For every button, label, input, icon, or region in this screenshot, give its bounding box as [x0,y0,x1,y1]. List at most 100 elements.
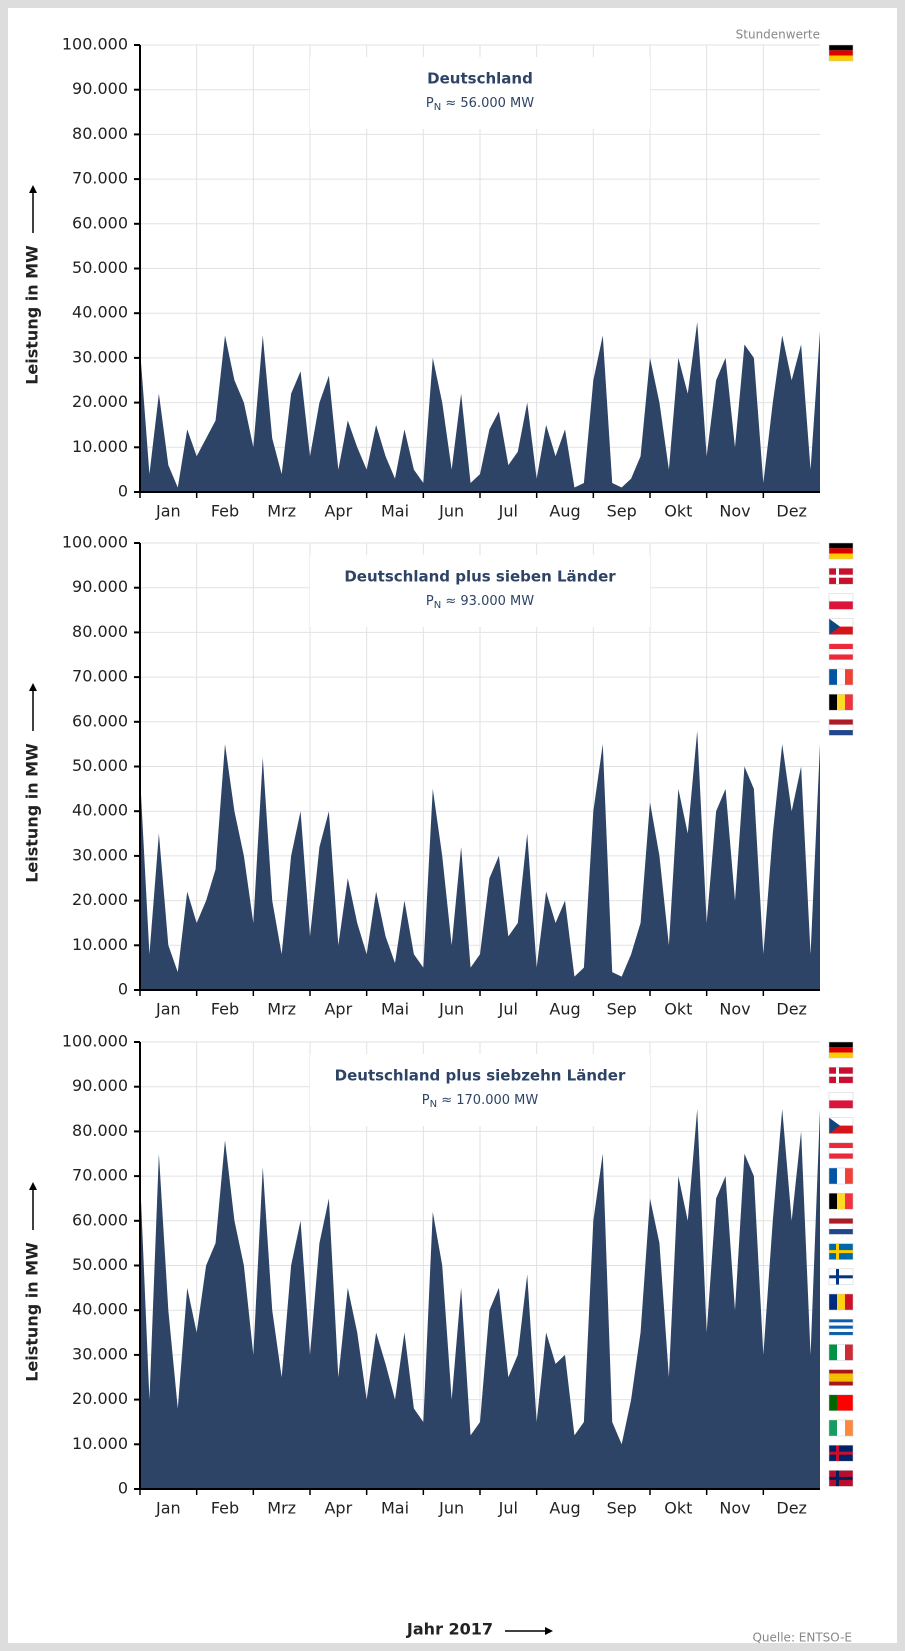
subtitle-subscript: N [434,600,441,611]
arrow-head [29,683,37,691]
x-tick-label: Apr [324,1000,352,1019]
x-tick-label: Jun [438,1000,464,1019]
flag [828,618,854,635]
y-tick-label: 70.000 [72,1166,128,1185]
flag-triangle [829,1117,840,1134]
flag [828,1394,854,1412]
flag-stripe [829,543,853,549]
x-tick-label: Jan [155,1499,181,1518]
x-tick-label: Mai [381,1000,409,1019]
x-tick-label: Sep [607,502,637,521]
flag [828,1066,854,1084]
flag-cross [829,1476,853,1480]
flag-stripe [829,601,853,610]
x-tick-label: Jun [438,1499,464,1518]
y-tick-label: 10.000 [72,1434,128,1453]
y-tick-label: 90.000 [72,79,128,98]
flag-stripe [829,45,853,51]
flag-stripe [829,1294,837,1310]
flag-border [828,1243,854,1260]
flag-stripe [829,1193,837,1210]
flag-triangle [829,618,840,635]
flag-stripe [829,55,853,61]
x-tick-label: Aug [549,1499,580,1518]
flag-border [828,44,854,62]
flag-stripe [837,1294,845,1310]
flag-stripe [829,1042,853,1048]
flag [828,1470,854,1487]
flag-stripe [845,1294,853,1310]
flag-stripe [829,724,853,731]
arrow-head [29,1182,37,1190]
flag-border [828,1268,854,1286]
flag-stripe [829,618,853,627]
flag [828,1344,854,1361]
y-tick-label: 90.000 [72,1076,128,1095]
x-tick-label: Okt [664,502,692,521]
flag-stripe [829,1117,853,1126]
x-tick-label: Okt [664,1499,692,1518]
flag-border [828,693,854,711]
x-tick-label: Sep [607,1499,637,1518]
flag-stripe [829,1100,853,1109]
y-tick-label: 30.000 [72,845,128,864]
chart-subtitle: PN ≈ 56.000 MW [426,96,534,114]
subtitle-symbol: P [422,1093,430,1108]
flag-stripe [845,669,853,685]
flag-stripe [845,1420,853,1436]
flag-stripe [837,1344,845,1361]
chart-title: Deutschland plus sieben Länder [344,568,616,586]
flag-stripe [829,719,853,725]
x-tick-label: Apr [324,1499,352,1518]
y-tick-label: 70.000 [72,169,128,188]
y-tick-label: 100.000 [62,1032,128,1051]
flag-stripe [829,1148,853,1154]
flag-stripe [829,649,853,655]
y-tick-label: 100.000 [62,35,128,54]
flag-stripe [829,1381,853,1386]
x-tick-label: Nov [719,1000,750,1019]
flag-stripe [837,1168,845,1184]
flag-stripe [829,1142,853,1149]
flag-border [828,1318,854,1336]
flag-stripe [845,1193,853,1210]
x-tick-label: Nov [719,1499,750,1518]
flag-stripe [829,1325,853,1329]
arrow-head [545,1627,553,1635]
y-tick-label: 40.000 [72,801,128,820]
flag [828,1419,854,1437]
flag-stripe [829,1369,853,1374]
flag-stripe [845,694,853,711]
flag-border [828,542,854,560]
flag-border [828,668,854,686]
flag-stripe [829,1229,853,1235]
x-tick-label: Mrz [267,502,296,521]
flag-border [828,1444,854,1462]
y-tick-label: 60.000 [72,711,128,730]
flag [828,693,854,711]
flag-stripe [829,1377,853,1382]
x-tick-label: Jan [155,502,181,521]
title-box [310,555,650,627]
flag-border [828,567,854,585]
x-tick-label: Dez [776,502,807,521]
flag-stripe [829,1223,853,1230]
chart-title: Deutschland [427,70,533,88]
flag-stripe [829,694,837,711]
subtitle-symbol: P [426,96,434,111]
flag-cross [829,1451,853,1455]
y-tick-label: 40.000 [72,303,128,322]
flag [828,1117,854,1134]
y-tick-label: 0 [118,1479,128,1498]
x-tick-label: Jan [155,1000,181,1019]
x-tick-label: Mrz [267,1499,296,1518]
flag [828,1142,854,1160]
arrow-head [29,185,37,193]
flag-border [828,1293,854,1311]
x-tick-label: Okt [664,1000,692,1019]
chart-title: Deutschland plus siebzehn Länder [335,1067,626,1085]
y-tick-label: 0 [118,980,128,999]
flag-stripe [829,1218,853,1224]
y-tick-label: 50.000 [72,258,128,277]
flag-stripe [829,654,853,660]
